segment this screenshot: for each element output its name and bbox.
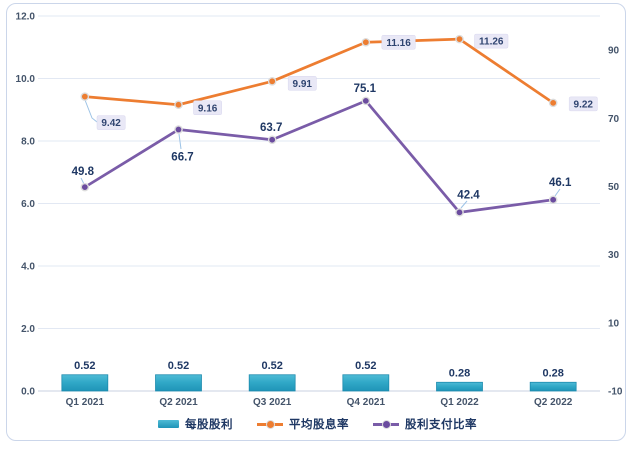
x-axis-label: Q3 2021 [253, 397, 292, 408]
legend-line-swatch-icon [257, 420, 283, 429]
leader-line [178, 133, 182, 150]
bar [155, 374, 202, 392]
legend: 每股股利 平均股息率 股利支付比率 [0, 416, 635, 432]
legend-line-marker [267, 420, 274, 428]
line-data-label: 46.1 [549, 177, 572, 189]
gridlines [38, 15, 600, 392]
data-point-marker [80, 182, 90, 192]
left-axis-tick-label: 0.0 [21, 387, 35, 398]
callout-box [193, 100, 222, 115]
bar-data-label: 0.28 [542, 367, 563, 379]
data-point-marker [548, 195, 558, 205]
data-point-marker [455, 34, 464, 44]
line-data-label: 11.16 [386, 38, 411, 49]
left-axis-tick-label: 12.0 [16, 12, 36, 23]
markers-payout-ratio [80, 96, 558, 217]
line-data-label: 9.16 [198, 103, 218, 114]
bar [248, 374, 296, 392]
callout-box [381, 35, 416, 50]
left-axis-tick-labels: 0.0 2.0 4.0 6.0 8.0 10.0 12.0 [16, 12, 36, 398]
legend-item-dividend-yield: 平均股息率 [257, 416, 349, 432]
right-axis-tick-label: 10 [608, 318, 620, 329]
legend-label: 平均股息率 [289, 419, 349, 431]
bar [436, 381, 483, 392]
x-axis-label: Q1 2021 [66, 397, 105, 408]
callout-labels: 9.42 9.16 9.91 11.16 11.26 9.22 [96, 33, 598, 130]
leader-lines [80, 99, 561, 209]
data-point-marker [267, 77, 277, 86]
data-point-marker [548, 98, 558, 108]
bar-series: 0.52 0.52 0.52 0.52 0.28 0.28 [61, 360, 577, 392]
line-data-label: 49.8 [72, 166, 95, 178]
data-point-marker [267, 135, 277, 145]
callout-box [96, 115, 126, 130]
x-axis-labels: Q1 2021 Q2 2021 Q3 2021 Q4 2021 Q1 2022 Q2 20… [66, 397, 573, 408]
bar-data-label: 0.52 [261, 360, 282, 372]
data-point-marker [361, 37, 371, 47]
x-axis-label: Q2 2021 [159, 397, 198, 408]
bar [61, 374, 109, 392]
leader-line [460, 200, 468, 209]
line-data-label: 9.22 [574, 99, 594, 110]
line-data-label: 63.7 [260, 122, 282, 134]
line-data-label: 66.7 [171, 152, 193, 164]
legend-line-marker [383, 420, 390, 428]
line-data-label: 11.26 [479, 37, 504, 48]
line-series-dividend-yield [83, 37, 555, 107]
callout-box [474, 33, 509, 49]
markers-dividend-yield [80, 34, 558, 110]
left-axis-tick-label: 4.0 [21, 262, 35, 273]
x-axis-label: Q1 2022 [440, 397, 479, 408]
right-axis-tick-label: -10 [608, 387, 623, 398]
leader-line [84, 99, 98, 123]
bar-data-label: 0.28 [449, 367, 470, 379]
callout-box [568, 96, 598, 112]
left-axis-tick-label: 8.0 [21, 137, 35, 148]
line-data-label: 75.1 [354, 83, 377, 95]
legend-item-bar-series: 每股股利 [158, 416, 233, 432]
bar-data-label: 0.52 [74, 360, 95, 372]
x-axis-label: Q2 2022 [534, 397, 573, 408]
bar [342, 374, 390, 392]
data-point-marker [174, 125, 183, 134]
legend-label: 每股股利 [185, 419, 233, 431]
legend-bar-swatch-icon [158, 420, 179, 428]
bar-data-label: 0.52 [355, 360, 376, 372]
right-axis-tick-labels: -10 10 30 50 70 90 [608, 46, 623, 398]
data-point-marker [361, 96, 371, 106]
bar-data-label: 0.52 [168, 360, 189, 372]
leader-line [80, 177, 85, 185]
right-axis-tick-label: 30 [608, 250, 620, 261]
data-point-marker [455, 208, 464, 217]
x-axis-label: Q4 2021 [347, 397, 386, 408]
left-axis-tick-label: 2.0 [21, 324, 35, 335]
chart-frame [6, 3, 626, 441]
right-axis-tick-label: 90 [608, 46, 620, 57]
left-axis-tick-label: 10.0 [16, 74, 36, 85]
legend-line-swatch-icon [373, 420, 399, 429]
bar [529, 381, 577, 392]
legend-item-payout-ratio: 股利支付比率 [373, 416, 477, 432]
right-axis-tick-label: 50 [608, 182, 620, 193]
legend-label: 股利支付比率 [405, 419, 477, 431]
callout-box [287, 76, 317, 91]
data-point-marker [174, 100, 183, 110]
line-data-label: 9.91 [293, 79, 313, 90]
left-axis-tick-label: 6.0 [21, 199, 35, 210]
data-point-marker [80, 92, 90, 101]
line-data-label: 9.42 [101, 118, 121, 129]
line-series-payout-ratio [83, 99, 555, 214]
payout-ratio-labels: 49.8 66.7 63.7 75.1 42.4 46.1 [72, 83, 572, 201]
right-axis-tick-label: 70 [608, 114, 620, 125]
line-data-label: 42.4 [457, 189, 480, 201]
leader-line [554, 188, 561, 197]
